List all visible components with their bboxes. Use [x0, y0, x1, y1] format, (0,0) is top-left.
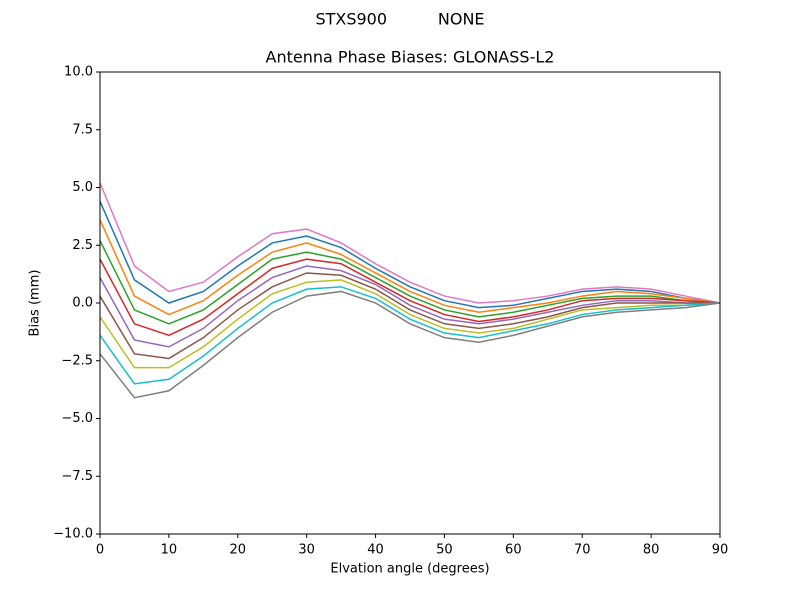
x-tick-label: 80: [643, 543, 660, 558]
series-line: [99, 182, 721, 304]
y-tick-label: −10.0: [53, 527, 93, 542]
x-tick-label: 20: [230, 543, 247, 558]
x-tick-label: 60: [505, 543, 522, 558]
x-tick-label: 90: [712, 543, 729, 558]
y-tick-label: 7.5: [72, 122, 93, 137]
series-line: [99, 201, 721, 309]
y-axis-label: Bias (mm): [28, 270, 43, 337]
y-tick-label: 0.0: [72, 296, 93, 311]
y-tick-label: 2.5: [72, 238, 93, 253]
x-tick-label: 70: [574, 543, 591, 558]
series-line: [99, 290, 721, 399]
x-tick-label: 0: [96, 543, 104, 558]
y-tick-label: −2.5: [61, 353, 93, 368]
x-tick-label: 40: [367, 543, 384, 558]
x-axis-label: Elvation angle (degrees): [330, 562, 489, 577]
y-tick-label: −7.5: [61, 469, 93, 484]
x-tick-label: 50: [436, 543, 453, 558]
x-tick-label: 30: [298, 543, 315, 558]
x-tick-label: 10: [161, 543, 178, 558]
series-line: [99, 279, 721, 369]
plot-area: [99, 182, 721, 399]
chart-title: Antenna Phase Biases: GLONASS-L2: [266, 48, 555, 67]
series-line: [99, 286, 721, 385]
y-tick-label: −5.0: [61, 411, 93, 426]
series-line: [99, 258, 721, 337]
series-line: [99, 240, 721, 325]
series-line: [99, 265, 720, 348]
y-tick-label: 10.0: [64, 65, 93, 80]
suptitle: STXS900 NONE: [315, 10, 484, 29]
y-tick-label: 5.0: [72, 180, 93, 195]
series-line: [99, 272, 720, 360]
series-line: [99, 219, 721, 316]
